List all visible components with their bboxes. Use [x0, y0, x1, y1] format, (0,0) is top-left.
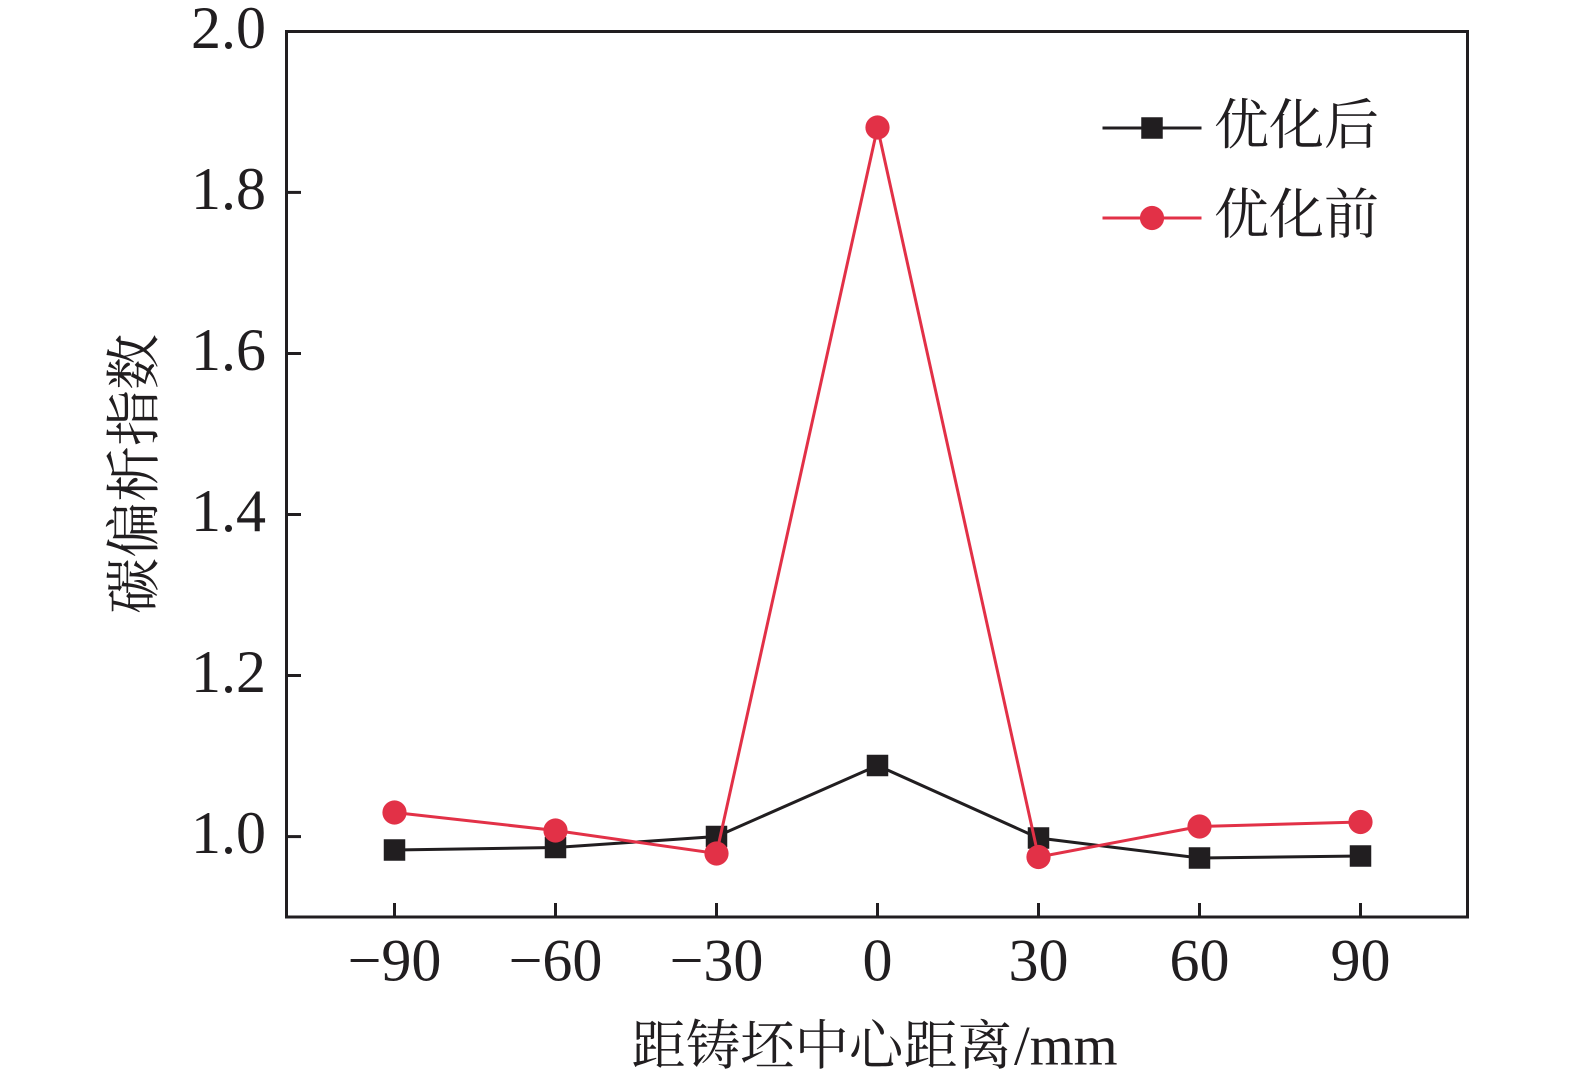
svg-text:−60: −60	[509, 928, 603, 994]
svg-text:1.2: 1.2	[191, 639, 266, 705]
svg-text:−90: −90	[348, 928, 442, 994]
svg-text:30: 30	[1009, 928, 1069, 994]
svg-text:−30: −30	[670, 928, 764, 994]
svg-text:1.8: 1.8	[191, 156, 266, 222]
svg-text:2.0: 2.0	[191, 0, 266, 61]
svg-text:1.6: 1.6	[191, 317, 266, 383]
svg-text:90: 90	[1331, 928, 1391, 994]
svg-text:1.4: 1.4	[191, 478, 266, 544]
svg-text:1.0: 1.0	[191, 800, 266, 866]
svg-text:0: 0	[863, 928, 893, 994]
svg-text:/mm: /mm	[1014, 1016, 1118, 1078]
svg-text:60: 60	[1170, 928, 1230, 994]
